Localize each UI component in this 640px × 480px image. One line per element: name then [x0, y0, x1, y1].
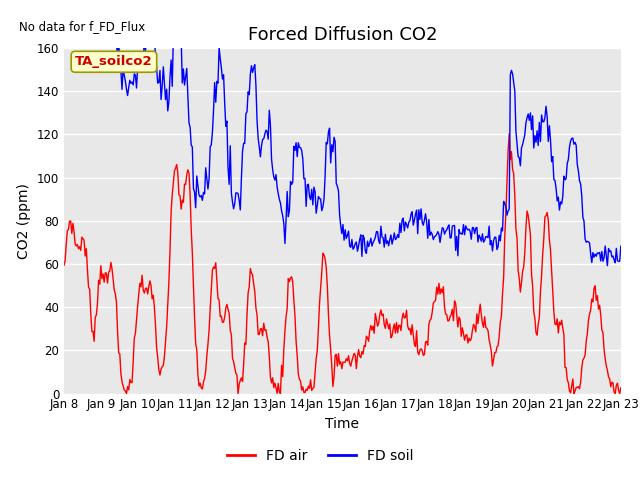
FD soil [392, 237, 399, 242]
FD air [393, 320, 401, 325]
FD air [606, 376, 614, 382]
FD soil [324, 129, 332, 135]
FD soil [362, 248, 369, 254]
Title: Forced Diffusion CO2: Forced Diffusion CO2 [248, 25, 437, 44]
X-axis label: Time: Time [325, 417, 360, 431]
Y-axis label: CO2 (ppm): CO2 (ppm) [17, 183, 31, 259]
FD soil [617, 243, 625, 249]
Line: FD air: FD air [64, 134, 621, 394]
FD air [326, 333, 333, 339]
FD soil [604, 263, 611, 269]
FD air [362, 333, 370, 339]
FD soil [60, 35, 68, 40]
FD air [506, 131, 513, 137]
Text: TA_soilco2: TA_soilco2 [75, 55, 153, 68]
FD air [60, 263, 68, 268]
FD air [123, 391, 131, 396]
Legend: FD air, FD soil: FD air, FD soil [221, 443, 419, 468]
Line: FD soil: FD soil [64, 37, 621, 266]
FD soil [328, 142, 335, 148]
FD air [519, 268, 527, 274]
FD air [329, 384, 337, 389]
FD soil [605, 246, 612, 252]
FD air [617, 385, 625, 391]
Text: No data for f_FD_Flux: No data for f_FD_Flux [19, 20, 146, 33]
FD soil [516, 163, 524, 168]
